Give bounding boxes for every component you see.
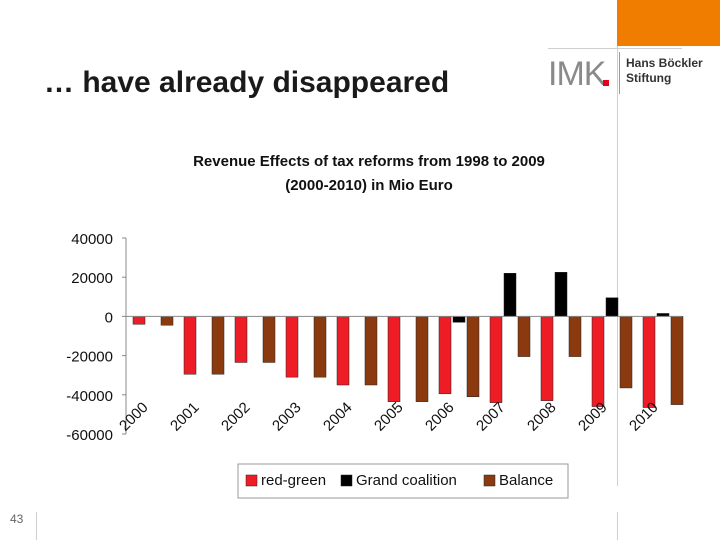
imk-logo: IMK bbox=[548, 55, 606, 93]
bar-balance-2006 bbox=[466, 316, 480, 398]
chart-title-line1: Revenue Effects of tax reforms from 1998… bbox=[193, 153, 545, 170]
bar-red-green-2000 bbox=[132, 316, 146, 325]
x-tick-label: 2004 bbox=[320, 399, 356, 435]
y-tick-label: -40000 bbox=[66, 388, 113, 405]
bar-grand-coalition-2007 bbox=[503, 273, 517, 317]
bar-balance-2008 bbox=[568, 316, 582, 357]
hbs-logo: Hans Böckler Stiftung bbox=[626, 56, 703, 86]
x-tick-label: 2000 bbox=[116, 399, 152, 435]
page-number: 43 bbox=[10, 512, 24, 526]
logo-top-rule bbox=[548, 48, 682, 49]
bar-red-green-2004 bbox=[336, 316, 350, 386]
bar-red-green-2010 bbox=[642, 316, 656, 408]
bar-grand-coalition-2009 bbox=[605, 297, 619, 317]
bars-group bbox=[132, 272, 684, 408]
bar-red-green-2003 bbox=[285, 316, 299, 378]
bar-grand-coalition-2008 bbox=[554, 272, 568, 317]
bar-red-green-2007 bbox=[489, 316, 503, 403]
bar-balance-2007 bbox=[517, 316, 531, 357]
y-tick-label: -60000 bbox=[66, 427, 113, 444]
bar-balance-2010 bbox=[670, 316, 684, 405]
imk-logo-dot bbox=[603, 80, 609, 86]
footer-right-rule bbox=[617, 512, 618, 540]
legend-box bbox=[237, 463, 569, 499]
legend-swatch-red-green bbox=[245, 474, 258, 487]
bar-balance-2009 bbox=[619, 316, 633, 389]
bar-balance-2005 bbox=[415, 316, 429, 402]
bar-grand-coalition-2006 bbox=[452, 316, 466, 323]
y-tick-label: -20000 bbox=[66, 349, 113, 366]
bar-red-green-2006 bbox=[438, 316, 452, 395]
bar-red-green-2005 bbox=[387, 316, 401, 402]
legend-swatch-balance bbox=[483, 474, 496, 487]
bar-red-green-2001 bbox=[183, 316, 197, 375]
x-tick-label: 2002 bbox=[218, 399, 254, 435]
slide-title: … have already disappeared bbox=[44, 66, 450, 99]
x-tick-label: 2001 bbox=[167, 399, 203, 435]
x-tick-label: 2007 bbox=[473, 399, 509, 435]
bar-red-green-2008 bbox=[540, 316, 554, 401]
y-tick-label: 0 bbox=[105, 309, 113, 326]
bar-balance-2004 bbox=[364, 316, 378, 386]
logo-separator bbox=[619, 52, 620, 94]
chart-title-line2: (2000-2010) in Mio Euro bbox=[285, 177, 453, 194]
bar-balance-2003 bbox=[313, 316, 327, 378]
orange-corner-box bbox=[617, 0, 720, 46]
y-axis: 40000 20000 0 -20000 -40000 -60000 bbox=[66, 231, 127, 444]
y-tick-label: 40000 bbox=[71, 231, 113, 248]
x-tick-label: 2008 bbox=[524, 399, 560, 435]
legend-swatch-grand-coalition bbox=[340, 474, 353, 487]
x-tick-label: 2006 bbox=[422, 399, 458, 435]
bar-balance-2001 bbox=[211, 316, 225, 375]
legend-label: Grand coalition bbox=[356, 472, 457, 489]
legend-label: Balance bbox=[499, 472, 553, 489]
x-tick-label: 2005 bbox=[371, 399, 407, 435]
y-tick-label: 20000 bbox=[71, 270, 113, 287]
hbs-logo-line2: Stiftung bbox=[626, 71, 672, 85]
legend-label: red-green bbox=[261, 472, 326, 489]
legend: red-green Grand coalition Balance bbox=[237, 463, 569, 499]
bar-red-green-2002 bbox=[234, 316, 248, 363]
footer-left-rule bbox=[36, 512, 37, 540]
bar-balance-2002 bbox=[262, 316, 276, 363]
x-tick-label: 2003 bbox=[269, 399, 305, 435]
bar-red-green-2009 bbox=[591, 316, 605, 407]
hbs-logo-line1: Hans Böckler bbox=[626, 56, 703, 70]
right-vertical-rule bbox=[617, 46, 618, 486]
bar-balance-2000 bbox=[160, 316, 174, 326]
x-tick-label: 2010 bbox=[626, 399, 662, 435]
x-tick-label: 2009 bbox=[575, 399, 611, 435]
